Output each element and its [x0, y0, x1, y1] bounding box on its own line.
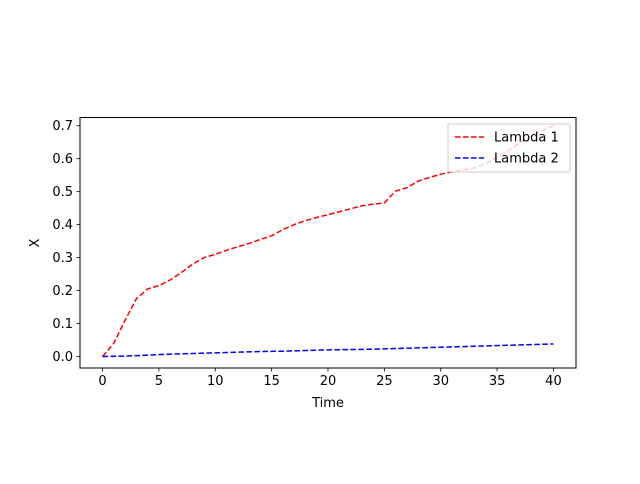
x-axis-ticks: 0 5 10 15 20 25 30 35 40 [98, 368, 562, 389]
y-axis-ticks: 0.0 0.1 0.2 0.3 0.4 0.5 0.6 0.7 [52, 119, 80, 365]
y-axis-label: X [28, 238, 43, 247]
legend-label-lambda-2: Lambda 2 [494, 152, 559, 167]
y-tick-label: 0.4 [52, 218, 73, 233]
x-tick-label: 10 [207, 374, 224, 389]
x-tick-label: 35 [489, 374, 506, 389]
x-tick-label: 15 [263, 374, 280, 389]
legend-box [447, 123, 571, 173]
x-tick-label: 25 [376, 374, 393, 389]
legend-label-lambda-1: Lambda 1 [494, 131, 559, 146]
y-tick-label: 0.3 [52, 251, 73, 266]
x-tick-label: 40 [545, 374, 562, 389]
y-tick-label: 0.7 [52, 119, 73, 134]
x-tick-label: 5 [155, 374, 163, 389]
series-line-2 [102, 343, 554, 358]
y-tick-label: 0.1 [52, 317, 73, 332]
y-tick-label: 0.2 [52, 284, 73, 299]
x-tick-label: 30 [432, 374, 449, 389]
series-line-1 [101, 125, 554, 357]
y-tick-label: 0.6 [52, 152, 73, 167]
series-layer [101, 125, 554, 358]
x-tick-label: 20 [320, 374, 337, 389]
x-tick-label: 0 [98, 374, 106, 389]
x-axis-label: Time [311, 396, 344, 411]
legend: Lambda 1 Lambda 2 [447, 123, 571, 173]
y-tick-label: 0.0 [52, 350, 73, 365]
y-tick-label: 0.5 [52, 185, 73, 200]
